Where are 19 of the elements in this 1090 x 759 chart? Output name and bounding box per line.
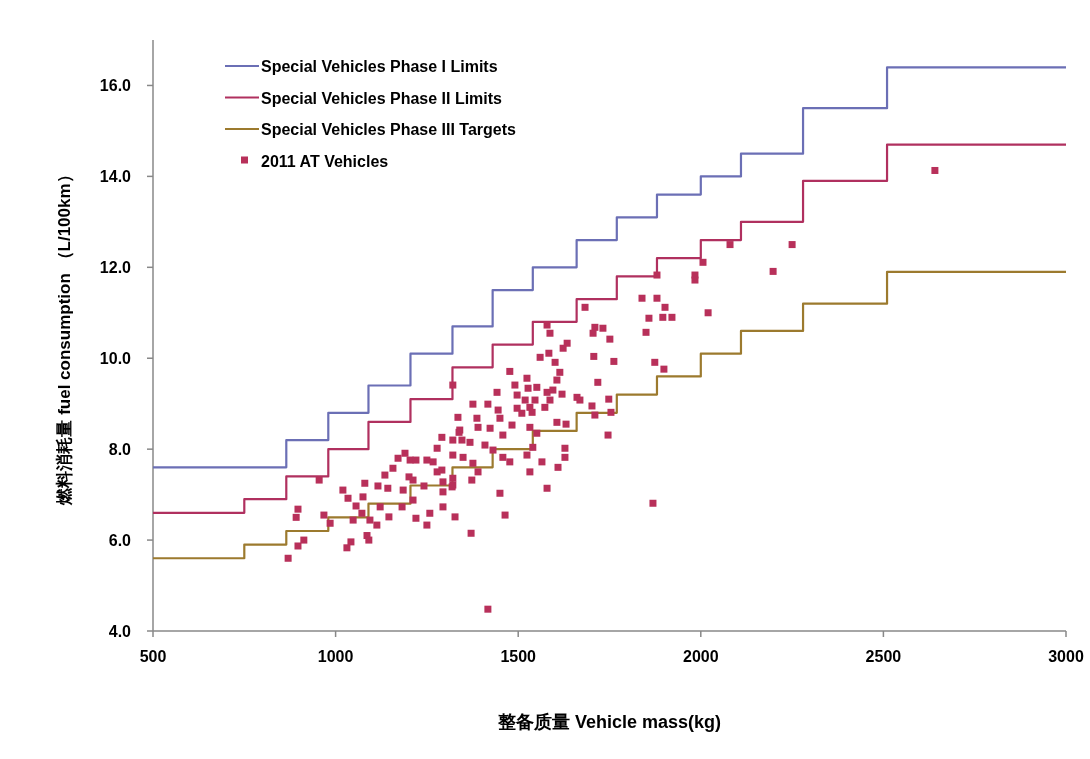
x-tick-label: 1000 xyxy=(317,648,354,665)
y-tick-label: 4.0 xyxy=(108,623,132,640)
legend-label: Special Vehicles Phase I Limits xyxy=(261,58,498,75)
legend-label: Special Vehicles Phase II Limits xyxy=(261,89,503,107)
y-tick-label: 8.0 xyxy=(108,441,132,459)
x-axis-title: 整备质量 Vehicle mass(kg) xyxy=(496,712,722,732)
x-tick-label: 1500 xyxy=(500,648,537,665)
y-axis-title: 燃料消耗量 fuel consumption （L/100km） xyxy=(55,166,74,506)
legend-label: 2011 AT Vehicles xyxy=(261,152,389,170)
x-tick-label: 500 xyxy=(139,648,167,665)
x-tick-label: 2500 xyxy=(865,648,902,665)
y-tick-label: 10.0 xyxy=(99,350,132,368)
y-tick-label: 14.0 xyxy=(99,168,132,186)
y-tick-label: 16.0 xyxy=(99,77,132,95)
legend-label: Special Vehicles Phase III Targets xyxy=(261,121,517,138)
y-tick-label: 6.0 xyxy=(108,532,132,550)
y-tick-label: 12.0 xyxy=(99,259,132,277)
x-tick-label: 3000 xyxy=(1048,648,1084,665)
x-tick-label: 2000 xyxy=(683,648,719,665)
